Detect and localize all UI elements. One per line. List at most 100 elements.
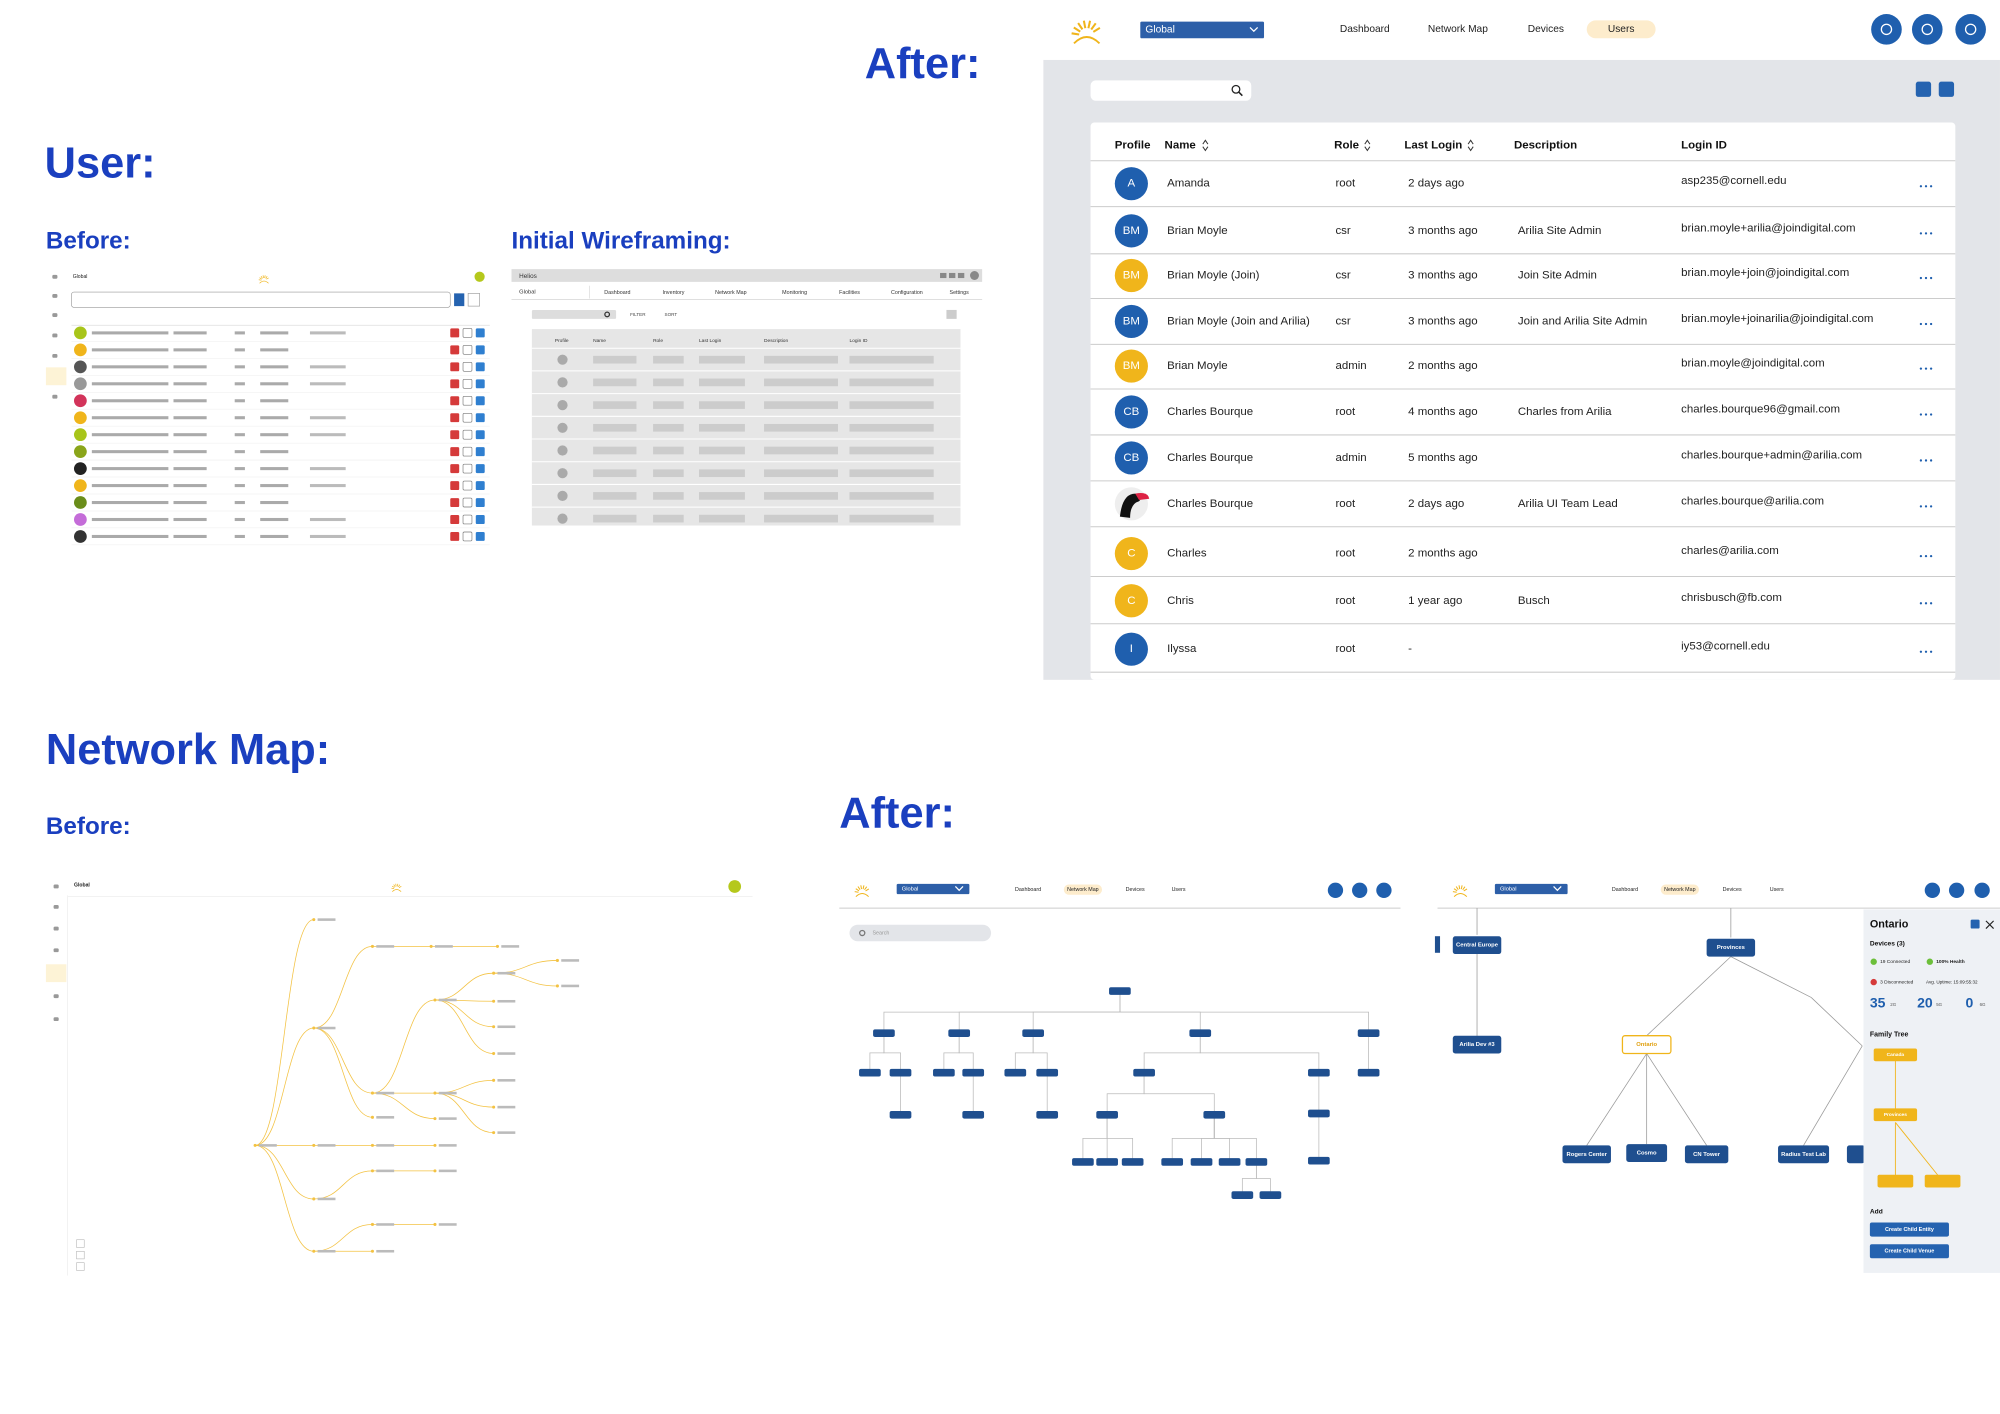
user-login-id: asp235@cornell.edu — [1681, 175, 1786, 187]
before-action — [450, 532, 460, 541]
panel-close — [1985, 920, 1995, 929]
before-cell — [173, 450, 207, 454]
tree-node — [370, 1169, 374, 1173]
tree-node — [1357, 1029, 1380, 1037]
tree-node-label: CN Tower — [1693, 1152, 1721, 1158]
before-action — [475, 498, 485, 508]
before-cell — [91, 365, 169, 369]
sort-icon — [1202, 139, 1209, 152]
logo — [258, 275, 269, 284]
panel-button[interactable] — [1869, 1244, 1949, 1259]
row-menu-dot — [1924, 554, 1928, 558]
user-description: Arilia UI Team Lead — [1518, 498, 1618, 510]
user-description: Arilia Site Admin — [1518, 225, 1602, 237]
user-description: Join Site Admin — [1518, 270, 1597, 282]
chevron — [954, 886, 964, 892]
tree-node — [312, 1197, 316, 1201]
before-action — [462, 480, 473, 491]
column-header: Name — [1165, 139, 1196, 151]
nav-active-pill — [1586, 20, 1656, 39]
row-menu-dot — [1929, 554, 1933, 558]
before-cell — [309, 534, 346, 538]
avatar — [1114, 395, 1148, 429]
user-name: Brian Moyle (Join) — [1167, 270, 1260, 282]
wireframe-cell — [764, 446, 839, 455]
wireframe-cell — [698, 401, 745, 409]
row-menu-dot — [1919, 367, 1923, 370]
tree-edge — [313, 946, 373, 1029]
logo-ray — [855, 888, 860, 892]
row-menu-dot — [1919, 413, 1923, 416]
before-cell — [173, 467, 207, 471]
tree-node — [1190, 1158, 1213, 1166]
wireframe-avatar — [557, 422, 568, 433]
tree-node — [1036, 1110, 1059, 1119]
scope-dropdown — [1494, 883, 1568, 895]
before-cell — [234, 501, 245, 505]
before-action — [475, 481, 485, 491]
nav-item: Dashboard — [1015, 887, 1041, 893]
wireframe-nav: Facilities — [839, 290, 860, 296]
status-dot — [1870, 978, 1877, 986]
tree-node-label — [561, 984, 580, 988]
wireframe-avatar — [557, 468, 568, 479]
before-cell — [173, 416, 207, 420]
logo-ray — [1463, 888, 1468, 892]
logo — [391, 883, 402, 892]
user-name: Charles Bourque — [1167, 406, 1253, 418]
scope-label: Global — [1145, 25, 1174, 36]
header-icon — [1911, 14, 1943, 45]
panel-button[interactable] — [1869, 1222, 1949, 1237]
tree-node — [1357, 1068, 1380, 1077]
sidebar-icon — [53, 884, 59, 889]
nav-active-pill — [1063, 884, 1103, 895]
tree-node — [555, 984, 559, 988]
tree-edge — [313, 1027, 373, 1094]
user-login-id: brian.moyle+arilia@joindigital.com — [1681, 222, 1856, 234]
before-action — [475, 328, 485, 338]
before-cell — [91, 331, 169, 335]
header-icon — [1955, 14, 1986, 45]
panel-count-unit: 6G — [1980, 1002, 1986, 1007]
panel-button-label: Create Child Venue — [1884, 1249, 1934, 1255]
wireframe-cell — [849, 469, 934, 478]
tree-edge — [883, 1033, 901, 1073]
tree-node — [859, 1068, 881, 1077]
avatar-initials: CB — [1123, 452, 1139, 464]
tree-node-label — [317, 1197, 336, 1201]
before-cell — [234, 484, 245, 488]
tree-node — [873, 1029, 895, 1037]
tree-node — [889, 1068, 912, 1077]
scope-dropdown — [896, 883, 970, 895]
before-action — [475, 515, 485, 524]
tree-node-label: Central Europe — [1456, 943, 1499, 949]
wireframe-avatar — [557, 513, 568, 524]
tree-edge — [255, 1145, 314, 1252]
toolbar-button — [1938, 81, 1955, 97]
before-cell — [309, 365, 346, 369]
tree-node-label: Rogers Center — [1567, 1152, 1608, 1158]
wireframe-cell — [849, 401, 934, 409]
row-menu-dot — [1919, 185, 1923, 188]
tree-node-partial — [1846, 1145, 1865, 1164]
tree-node-label: Radius Test Lab — [1781, 1152, 1826, 1158]
row-menu-dot — [1929, 232, 1933, 235]
tree-edge — [255, 919, 314, 1146]
logo-ray — [398, 885, 402, 888]
sidebar-icon — [52, 313, 58, 317]
avatar-initials: CB — [1123, 406, 1139, 418]
tree-node — [370, 1143, 374, 1147]
before-cell — [91, 484, 169, 488]
logo-ray — [864, 886, 868, 891]
zoom-control — [76, 1250, 85, 1260]
sidebar-active — [45, 964, 67, 983]
panel-tree-label: Canada — [1887, 1052, 1905, 1058]
avatar-photo-bird — [1119, 493, 1141, 518]
tree-node — [555, 958, 559, 962]
logo-ray — [262, 275, 264, 279]
tree-node — [1308, 1068, 1330, 1077]
tree-node — [962, 1068, 985, 1077]
user-role: admin — [1335, 360, 1366, 372]
row-menu-dot — [1919, 554, 1923, 558]
tree-node-partial — [1434, 936, 1441, 953]
